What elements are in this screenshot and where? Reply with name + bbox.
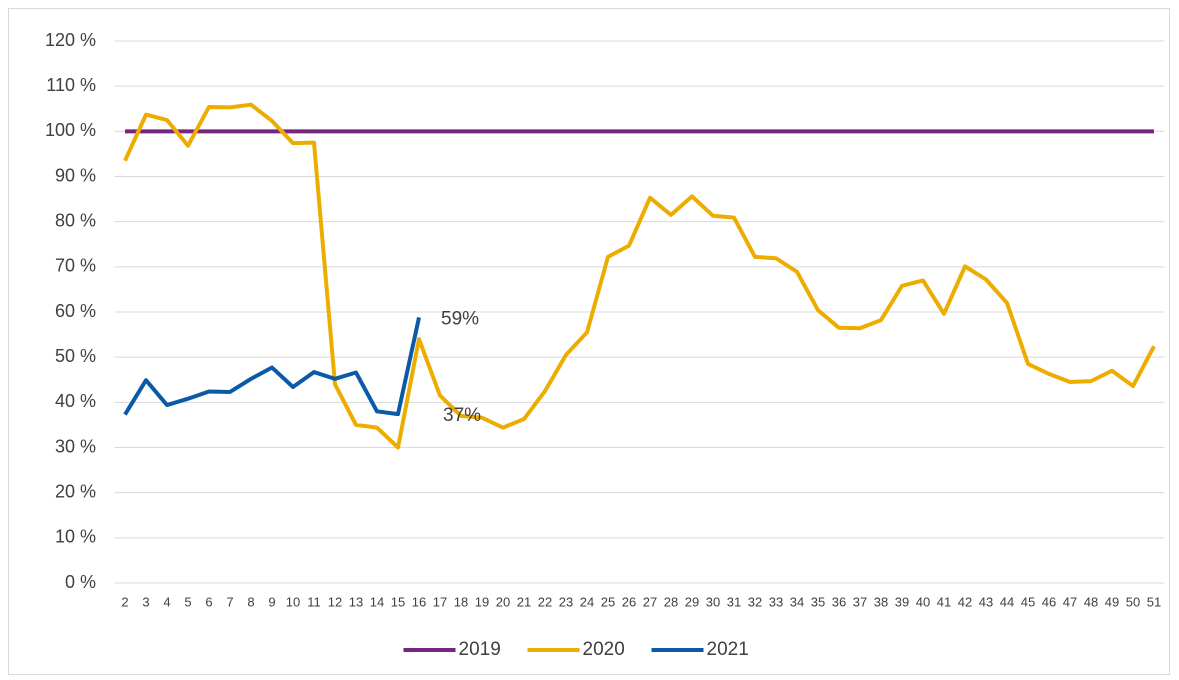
- x-tick-label: 42: [958, 594, 972, 609]
- x-tick-label: 14: [370, 594, 384, 609]
- x-tick-label: 21: [517, 594, 531, 609]
- chart-border: [8, 8, 1170, 675]
- x-tick-label: 39: [895, 594, 909, 609]
- x-tick-label: 49: [1105, 594, 1119, 609]
- x-tick-label: 8: [247, 594, 254, 609]
- x-tick-label: 13: [349, 594, 363, 609]
- x-tick-label: 34: [790, 594, 804, 609]
- x-tick-label: 50: [1126, 594, 1140, 609]
- x-tick-label: 16: [412, 594, 426, 609]
- x-tick-label: 44: [1000, 594, 1014, 609]
- x-tick-label: 12: [328, 594, 342, 609]
- legend-label: 2020: [583, 639, 625, 660]
- y-tick-label: 110 %: [46, 75, 96, 95]
- y-tick-label: 40 %: [55, 391, 96, 411]
- legend-label: 2021: [707, 639, 749, 660]
- x-tick-label: 17: [433, 594, 447, 609]
- x-tick-label: 40: [916, 594, 930, 609]
- x-tick-label: 46: [1042, 594, 1056, 609]
- x-tick-label: 24: [580, 594, 594, 609]
- x-tick-label: 51: [1147, 594, 1161, 609]
- x-tick-label: 2: [121, 594, 128, 609]
- y-tick-label: 30 %: [55, 436, 96, 456]
- x-tick-label: 27: [643, 594, 657, 609]
- series-line: [123, 102, 1156, 450]
- y-tick-label: 120 %: [45, 30, 96, 50]
- y-tick-label: 50 %: [55, 346, 96, 366]
- x-tick-label: 48: [1084, 594, 1098, 609]
- x-tick-label: 22: [538, 594, 552, 609]
- x-tick-label: 15: [391, 594, 405, 609]
- y-tick-label: 0 %: [65, 572, 96, 592]
- x-tick-label: 9: [268, 594, 275, 609]
- x-tick-label: 19: [475, 594, 489, 609]
- legend-label: 2019: [459, 639, 501, 660]
- y-tick-label: 90 %: [55, 165, 96, 185]
- x-tick-label: 32: [748, 594, 762, 609]
- data-label: 59%: [441, 308, 479, 329]
- x-tick-label: 38: [874, 594, 888, 609]
- x-tick-label: 41: [937, 594, 951, 609]
- data-label: 37%: [443, 405, 481, 426]
- x-tick-label: 23: [559, 594, 573, 609]
- x-tick-label: 25: [601, 594, 615, 609]
- x-tick-label: 4: [163, 594, 170, 609]
- x-tick-label: 20: [496, 594, 510, 609]
- x-tick-label: 28: [664, 594, 678, 609]
- y-tick-label: 20 %: [55, 481, 96, 501]
- x-tick-label: 36: [832, 594, 846, 609]
- x-tick-label: 29: [685, 594, 699, 609]
- x-tick-label: 7: [226, 594, 233, 609]
- y-tick-label: 70 %: [55, 256, 96, 276]
- x-tick-label: 11: [307, 594, 321, 609]
- x-tick-label: 43: [979, 594, 993, 609]
- x-tick-label: 18: [454, 594, 468, 609]
- y-tick-label: 100 %: [45, 120, 96, 140]
- x-tick-label: 3: [142, 594, 149, 609]
- y-tick-label: 60 %: [55, 301, 96, 321]
- x-tick-label: 35: [811, 594, 825, 609]
- x-tick-label: 6: [205, 594, 212, 609]
- y-tick-label: 80 %: [55, 210, 96, 230]
- x-tick-label: 33: [769, 594, 783, 609]
- x-tick-label: 26: [622, 594, 636, 609]
- series-line: [123, 316, 421, 417]
- y-tick-label: 10 %: [55, 527, 96, 547]
- x-tick-label: 45: [1021, 594, 1035, 609]
- x-tick-label: 31: [727, 594, 741, 609]
- x-tick-label: 10: [286, 594, 300, 609]
- x-tick-label: 5: [184, 594, 191, 609]
- x-tick-label: 37: [853, 594, 867, 609]
- x-tick-label: 30: [706, 594, 720, 609]
- x-tick-label: 47: [1063, 594, 1077, 609]
